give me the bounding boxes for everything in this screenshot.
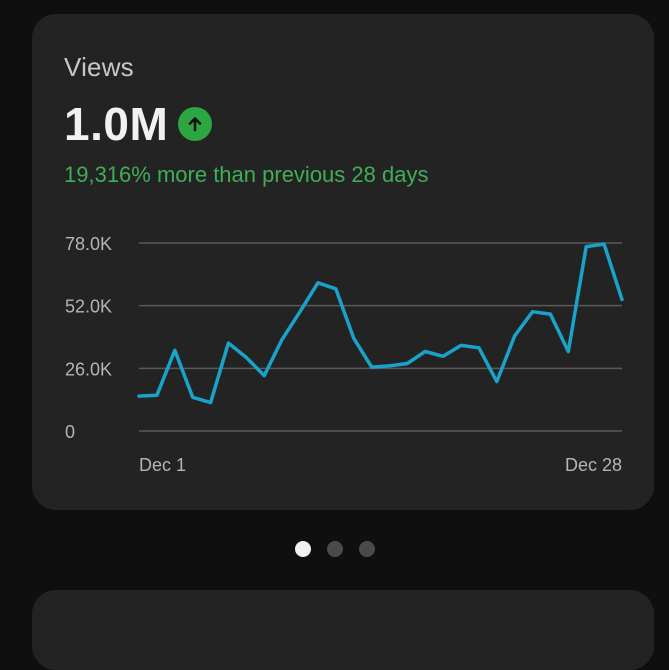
views-series-line <box>137 242 624 405</box>
page-indicator <box>0 541 669 557</box>
x-tick-label: Dec 1 <box>139 455 186 475</box>
card-title: Views <box>64 52 134 82</box>
metric-row: 1.0M <box>64 96 213 152</box>
arrow-up-icon <box>178 107 213 141</box>
page-dot[interactable] <box>294 541 311 557</box>
page-dot[interactable] <box>358 541 375 557</box>
comparison-text: 19,316% more than previous 28 days <box>64 162 429 187</box>
y-tick-label: 0 <box>65 422 75 442</box>
views-line-chart: 0 26.0K 52.0K 78.0K Dec 1 Dec 28 <box>65 234 624 475</box>
x-tick-label: Dec 28 <box>565 455 622 475</box>
views-card[interactable]: Views 1.0M 19,316% more than previous 28… <box>32 14 654 510</box>
y-tick-label: 26.0K <box>65 359 112 379</box>
y-tick-label: 52.0K <box>65 297 112 317</box>
y-tick-label: 78.0K <box>65 234 112 254</box>
page-dot[interactable] <box>326 541 343 557</box>
metric-value: 1.0M <box>64 98 169 150</box>
next-card[interactable] <box>32 590 654 670</box>
